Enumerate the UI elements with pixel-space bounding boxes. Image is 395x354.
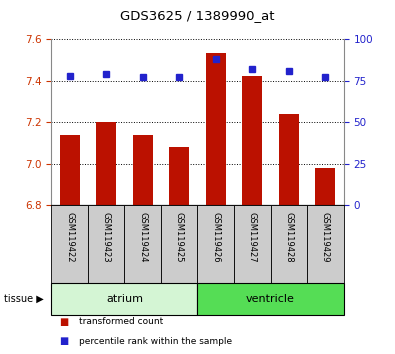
Bar [234, 205, 271, 283]
Text: atrium: atrium [106, 294, 143, 304]
Text: GSM119422: GSM119422 [65, 212, 74, 262]
Text: GSM119425: GSM119425 [175, 212, 184, 262]
Text: GDS3625 / 1389990_at: GDS3625 / 1389990_at [120, 10, 275, 22]
Bar [198, 205, 234, 283]
Bar [96, 122, 116, 205]
Bar [169, 147, 189, 205]
Text: GSM119426: GSM119426 [211, 212, 220, 262]
Text: GSM119429: GSM119429 [321, 212, 330, 262]
Text: GSM119428: GSM119428 [284, 212, 293, 262]
Text: percentile rank within the sample: percentile rank within the sample [79, 337, 232, 346]
Text: transformed count: transformed count [79, 318, 163, 326]
Bar [51, 205, 88, 283]
Bar [133, 135, 153, 205]
Bar [60, 135, 80, 205]
Text: GSM119423: GSM119423 [102, 212, 111, 262]
Text: ■: ■ [59, 317, 68, 327]
Bar [88, 205, 124, 283]
Bar [124, 205, 161, 283]
Bar [161, 205, 198, 283]
Text: ventricle: ventricle [246, 294, 295, 304]
Text: ■: ■ [59, 336, 68, 346]
Bar [271, 205, 307, 283]
Bar [242, 76, 262, 205]
Bar [51, 283, 198, 315]
Text: GSM119427: GSM119427 [248, 212, 257, 262]
Bar [315, 168, 335, 205]
Text: GSM119424: GSM119424 [138, 212, 147, 262]
Bar [206, 53, 226, 205]
Bar [279, 114, 299, 205]
Bar [198, 283, 344, 315]
Text: tissue ▶: tissue ▶ [4, 294, 44, 304]
Bar [307, 205, 344, 283]
